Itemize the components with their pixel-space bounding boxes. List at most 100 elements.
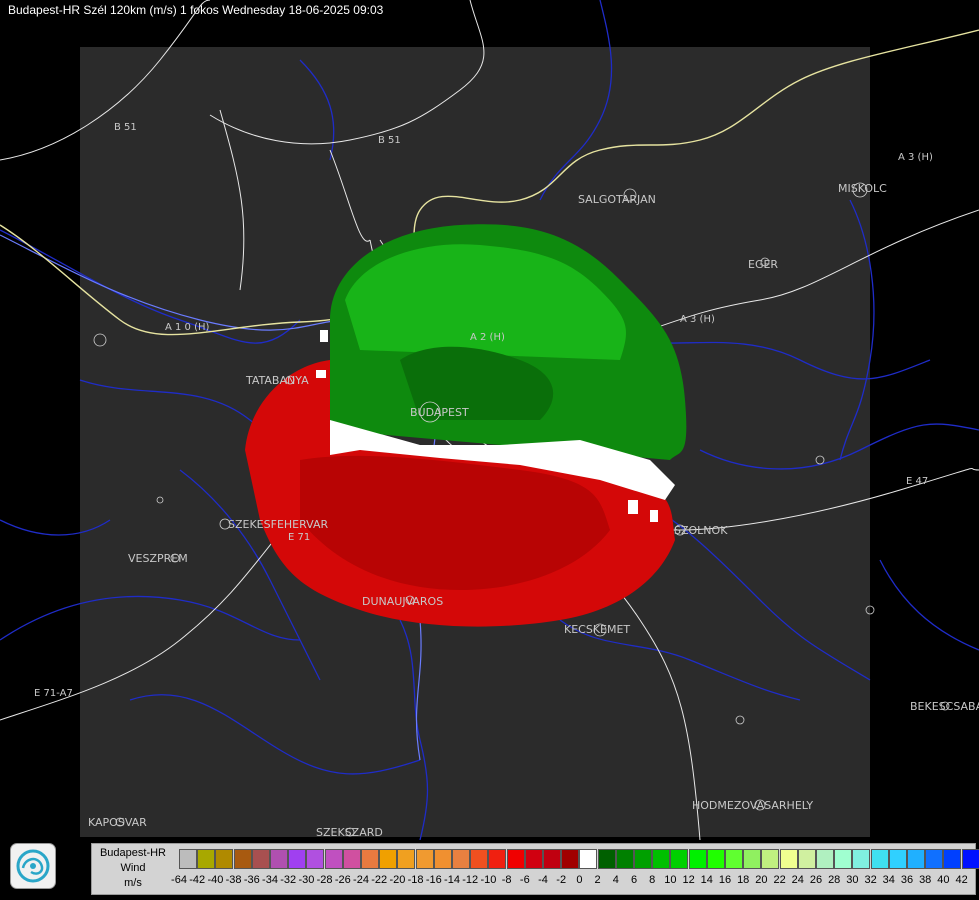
legend-tick-label: -2 [556,874,567,886]
city-label: DUNAUJVAROS [362,595,443,608]
legend-swatch [634,849,652,869]
country-border-north [0,29,979,336]
city-label: EGER [748,258,778,271]
legend-swatch [725,849,743,869]
city-label: SZEKSZARD [316,826,383,839]
legend-tick-label: 8 [649,874,656,886]
legend-tick-label: 0 [576,874,583,886]
legend-tick-label: -14 [444,874,460,886]
omsz-logo [10,843,56,889]
road-label: A 1 0 (H) [165,322,210,333]
legend-swatch [506,849,525,869]
legend-tick-label: 24 [791,874,804,886]
legend-title-line: Wind [120,862,146,874]
legend-tick-label: 22 [773,874,786,886]
legend-tick-label: 4 [612,874,619,886]
road-label: A 2 (H) [470,332,505,343]
legend-tick-label: 6 [630,874,638,886]
legend-swatch [379,849,398,869]
legend-swatch [361,849,379,869]
legend-tick-label: 14 [700,874,713,886]
legend-swatch [688,849,707,869]
legend-tick-label: 16 [718,874,732,886]
legend-title-line: Budapest-HR [99,847,167,859]
legend-swatch [907,849,925,869]
legend-swatch [470,849,489,869]
road-label: A 3 (H) [898,152,933,163]
legend-swatch [179,849,197,869]
legend-swatch [597,849,616,869]
legend-tick-label: 2 [594,874,601,886]
city-label: VESZPREM [128,552,188,565]
road-label: B 51 [378,135,401,146]
legend-tick-label: 38 [919,874,932,886]
swirl-icon [16,849,50,883]
legend-tick-label: 12 [682,874,695,886]
road-label: A 3 (H) [680,314,715,325]
legend-swatch [197,849,216,869]
road-label: E 71-A7 [34,688,73,699]
legend-tick-label: -28 [316,874,333,886]
zero-velocity-band [316,330,675,522]
legend-swatch [488,849,507,869]
county-borders [0,0,979,840]
legend-swatch [251,849,270,869]
legend-tick-label: -20 [389,874,406,886]
legend-swatch [324,849,343,869]
legend-swatch [743,849,762,869]
legend-swatch [797,849,816,869]
legend-tick-label: 20 [755,874,768,886]
legend-tick-label: -30 [298,874,315,886]
legend-swatch [452,849,470,869]
legend-title: Budapest-HR Wind m/s [92,846,174,891]
legend-swatch [943,849,962,869]
legend-swatch [706,849,725,869]
city-label: MISKOLC [838,182,887,195]
legend-tick-label: -42 [189,874,206,886]
color-legend: Budapest-HR Wind m/s -64 -42 -40 -38 -36 -34-… [91,843,979,895]
legend-swatch [433,849,452,869]
legend-title-line: m/s [124,877,142,889]
radar-map: SALGOTARJAN MISKOLC EGER TATABANYA BUDAP… [0,0,979,840]
road-label: E 71 [288,532,310,543]
legend-swatch [561,849,580,869]
city-label: KECSKEMET [564,623,630,636]
legend-swatch [342,849,361,869]
legend-swatch [961,849,979,869]
legend-tick-label: 26 [809,874,823,886]
city-label: SALGOTARJAN [578,193,656,206]
legend-tick-label: 28 [828,874,841,886]
city-label: BUDAPEST [410,406,469,419]
city-label: HODMEZOVASARHELY [692,799,813,812]
city-label: TATABANYA [245,374,309,387]
road-label: E 47 [906,476,928,487]
road-label: B 51 [114,122,137,133]
legend-tick-label: -32 [280,874,297,886]
radar-echo-approaching [330,224,687,460]
legend-swatch [415,849,434,869]
legend-swatch [270,849,288,869]
city-label: KAPOSVAR [88,816,147,829]
legend-swatch [816,849,834,869]
legend-tick-label: 34 [882,874,895,886]
map-title: Budapest-HR Szél 120km (m/s) 1 fokos Wed… [8,3,384,17]
legend-swatch [288,849,307,869]
legend-swatch [543,849,561,869]
legend-swatch [615,849,634,869]
legend-tick-label: -40 [207,874,224,886]
legend-swatch [233,849,252,869]
legend-tick-label: -22 [371,874,388,886]
legend-tick-label: -10 [480,874,497,886]
legend-swatch [761,849,780,869]
legend-swatch [306,849,325,869]
city-label: SZEKESFEHERVAR [228,518,329,531]
legend-swatch [579,849,598,869]
legend-swatch [397,849,416,869]
legend-tick-label: -4 [538,874,548,886]
legend-tick-label: 18 [737,874,750,886]
legend-swatch [652,849,671,869]
legend-tick-label: -38 [225,874,242,886]
legend-tick-label: -64 [171,874,187,886]
legend-tick-label: -16 [425,874,442,886]
city-label: SZOLNOK [674,524,728,537]
